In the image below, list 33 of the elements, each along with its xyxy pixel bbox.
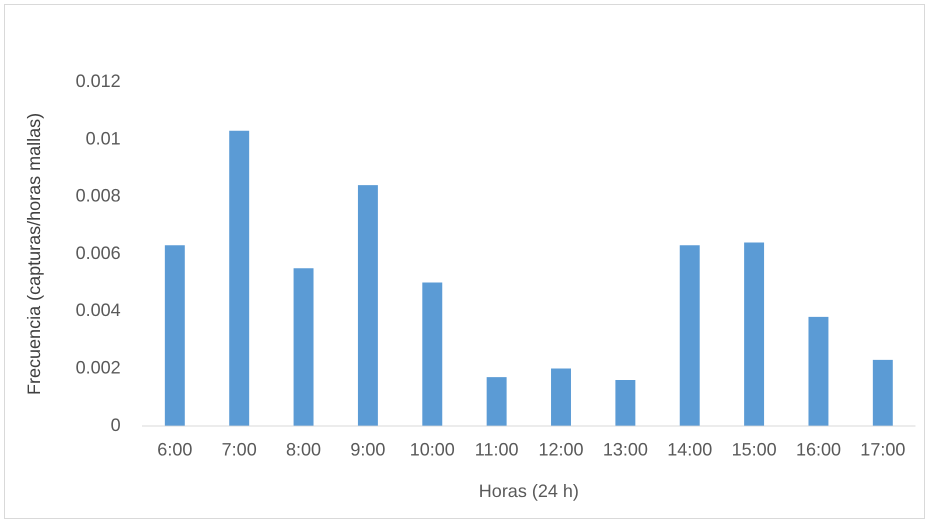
x-tick-label: 9:00 (350, 440, 386, 460)
y-tick-label: 0.008 (76, 186, 121, 206)
x-axis-title: Horas (24 h) (478, 481, 579, 502)
y-tick-label: 0.002 (76, 357, 121, 378)
x-tick-label: 16:00 (796, 440, 841, 460)
bar (294, 268, 314, 426)
bar (615, 380, 636, 426)
bar (680, 245, 700, 426)
y-tick-label: 0.01 (86, 128, 121, 148)
y-tick-label: 0 (110, 414, 121, 435)
x-tick-label: 17:00 (860, 440, 906, 460)
x-tick-label: 11:00 (474, 440, 518, 460)
x-tick-label: 10:00 (410, 440, 455, 460)
bar (486, 377, 507, 426)
x-tick-label: 15:00 (732, 440, 777, 460)
bar (808, 316, 828, 426)
y-axis-title: Frecuencia (capturas/horas mallas) (24, 112, 44, 395)
bar (164, 245, 185, 426)
bar (872, 360, 893, 426)
bar (422, 282, 442, 426)
x-tick-label: 6:00 (157, 440, 192, 460)
x-tick-label: 7:00 (222, 440, 257, 460)
bar (358, 185, 378, 426)
x-tick-label: 14:00 (667, 440, 712, 460)
bar (229, 130, 250, 426)
x-tick-label: 8:00 (286, 440, 322, 460)
bar (744, 242, 764, 426)
y-tick-label: 0.006 (76, 242, 121, 263)
x-tick-label: 13:00 (602, 440, 648, 460)
x-tick-label: 12:00 (538, 440, 584, 460)
bar (551, 368, 571, 426)
y-tick-label: 0.004 (76, 300, 121, 320)
y-tick-label: 0.012 (76, 70, 121, 91)
